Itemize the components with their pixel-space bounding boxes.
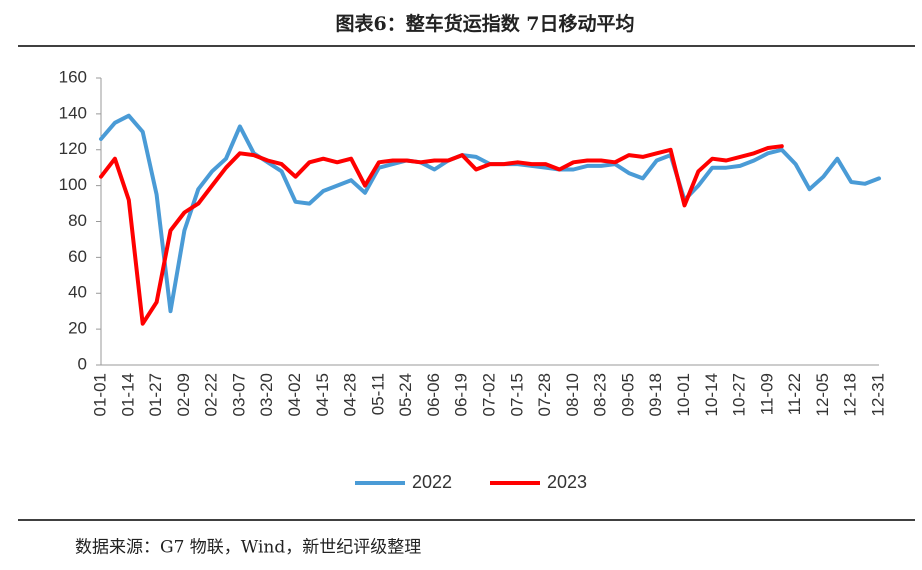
x-tick-label: 04-28 [341, 373, 360, 416]
x-tick-label: 10-27 [730, 373, 749, 416]
y-tick-label: 100 [59, 175, 87, 194]
y-tick-label: 160 [59, 67, 87, 86]
x-tick-label: 02-09 [174, 373, 193, 416]
x-tick-label: 06-06 [424, 373, 443, 416]
x-tick-label: 09-18 [646, 373, 665, 416]
x-tick-label: 01-14 [118, 373, 137, 416]
x-tick-label: 12-05 [813, 373, 832, 416]
y-tick-label: 60 [68, 247, 87, 266]
x-tick-label: 04-15 [313, 373, 332, 416]
y-tick-label: 0 [78, 354, 87, 373]
y-tick-label: 80 [68, 211, 87, 230]
x-tick-label: 11-09 [757, 373, 776, 415]
legend-label: 2023 [547, 472, 587, 492]
x-tick-label: 03-07 [229, 373, 248, 416]
chart-title: 图表6：整车货运指数 7日移动平均 [335, 12, 634, 35]
x-tick-label: 07-02 [479, 373, 498, 416]
x-tick-label: 07-28 [535, 373, 554, 416]
x-tick-label: 01-27 [146, 373, 165, 416]
x-tick-label: 05-24 [396, 373, 415, 416]
x-tick-label: 10-01 [674, 373, 693, 416]
legend-label: 2022 [412, 472, 452, 492]
x-tick-label: 12-31 [868, 373, 887, 416]
x-tick-label: 02-22 [202, 373, 221, 416]
y-tick-label: 40 [68, 283, 87, 302]
x-tick-label: 10-14 [702, 373, 721, 416]
x-tick-label: 08-10 [563, 373, 582, 416]
x-tick-label: 03-20 [257, 373, 276, 416]
x-tick-label: 08-23 [591, 373, 610, 416]
x-tick-label: 07-15 [507, 373, 526, 416]
y-tick-label: 120 [59, 139, 87, 158]
y-tick-label: 140 [59, 103, 87, 122]
x-tick-label: 09-05 [618, 373, 637, 416]
x-tick-label: 11-22 [785, 373, 804, 415]
series-line [99, 144, 784, 326]
x-tick-label: 05-11 [368, 373, 387, 415]
source-note: 数据来源：G7 物联，Wind，新世纪评级整理 [75, 538, 421, 558]
series-line [99, 113, 881, 314]
x-tick-label: 04-02 [285, 373, 304, 416]
x-tick-label: 01-01 [90, 373, 109, 416]
x-tick-label: 12-18 [841, 373, 860, 416]
y-tick-label: 20 [68, 319, 87, 338]
x-tick-label: 06-19 [452, 373, 471, 416]
